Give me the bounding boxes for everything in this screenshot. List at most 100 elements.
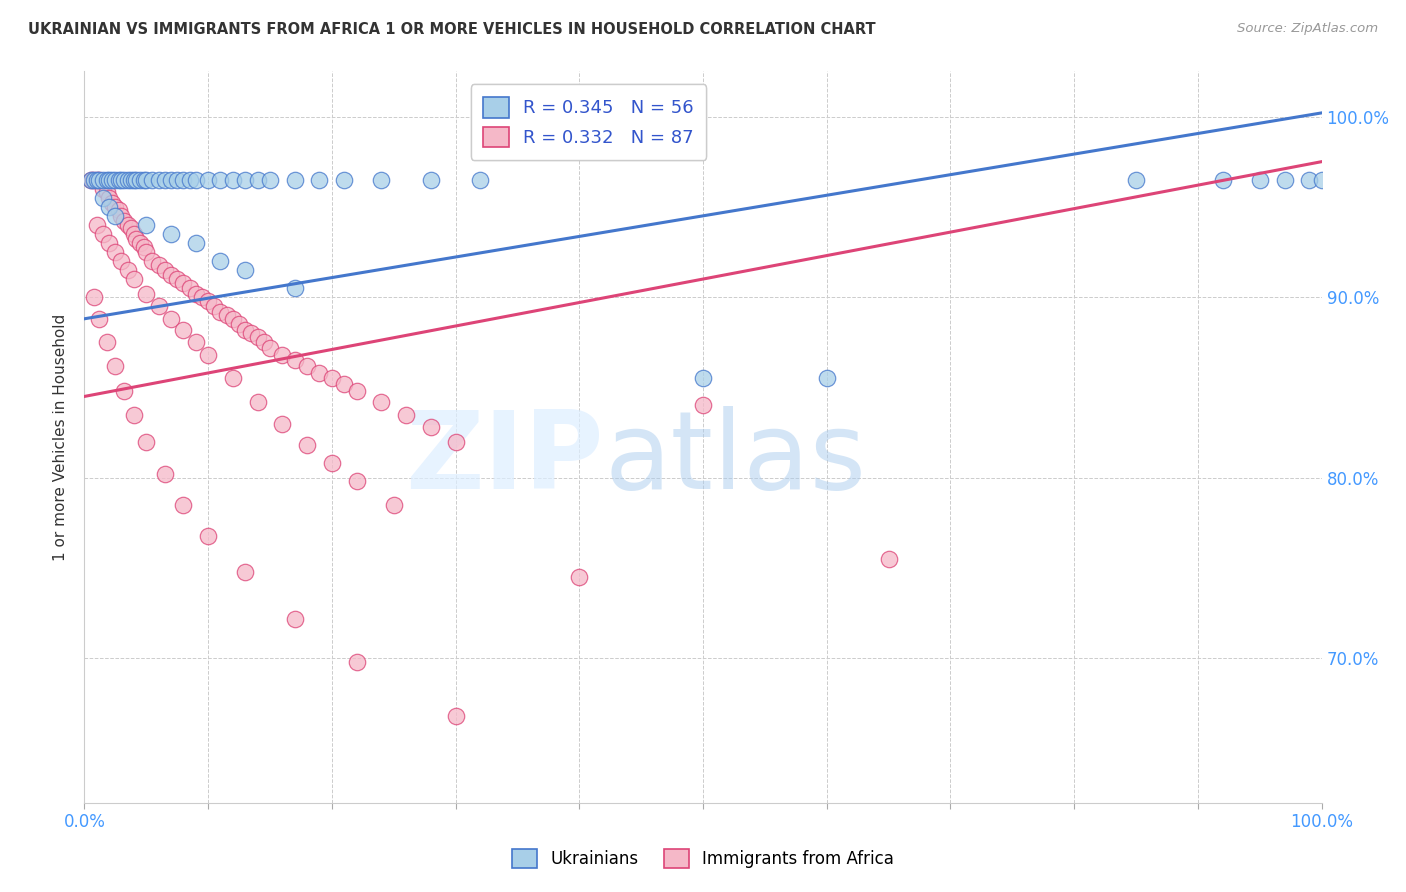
Point xyxy=(89,172,111,186)
Point xyxy=(253,335,276,350)
Point xyxy=(148,299,170,313)
Point xyxy=(382,498,405,512)
Point xyxy=(100,196,122,211)
Point xyxy=(295,359,318,373)
Point xyxy=(129,172,152,186)
Point xyxy=(108,203,131,218)
Point xyxy=(191,290,214,304)
Point xyxy=(370,395,392,409)
Point xyxy=(112,214,135,228)
Point xyxy=(271,348,294,362)
Text: atlas: atlas xyxy=(605,406,866,512)
Point xyxy=(284,281,307,295)
Text: ZIP: ZIP xyxy=(405,406,605,512)
Point xyxy=(108,172,131,186)
Point xyxy=(284,172,307,186)
Point xyxy=(117,218,139,232)
Point xyxy=(692,399,714,413)
Point xyxy=(184,286,207,301)
Point xyxy=(132,172,155,186)
Point xyxy=(98,235,121,250)
Point xyxy=(209,172,232,186)
Point xyxy=(83,172,105,186)
Point xyxy=(346,475,368,489)
Point xyxy=(172,323,194,337)
Point xyxy=(215,308,238,322)
Point xyxy=(233,565,256,579)
Point xyxy=(89,172,111,186)
Point xyxy=(222,311,245,326)
Point xyxy=(209,304,232,318)
Point xyxy=(419,172,441,186)
Point xyxy=(395,408,418,422)
Point xyxy=(308,366,330,380)
Point xyxy=(160,311,183,326)
Point xyxy=(222,371,245,385)
Point xyxy=(284,611,307,625)
Point xyxy=(160,172,183,186)
Point xyxy=(333,172,356,186)
Point xyxy=(96,186,118,200)
Point xyxy=(184,335,207,350)
Point xyxy=(98,200,121,214)
Point xyxy=(246,330,269,344)
Point xyxy=(444,434,467,449)
Point xyxy=(110,209,132,223)
Point xyxy=(153,263,176,277)
Point xyxy=(228,317,250,331)
Point xyxy=(321,456,343,470)
Point xyxy=(112,172,135,186)
Point xyxy=(148,258,170,272)
Point xyxy=(233,263,256,277)
Point xyxy=(135,172,157,186)
Point xyxy=(1298,172,1320,186)
Point xyxy=(153,467,176,482)
Point xyxy=(79,172,101,186)
Point xyxy=(197,528,219,542)
Point xyxy=(117,263,139,277)
Point xyxy=(284,353,307,368)
Point xyxy=(246,172,269,186)
Point xyxy=(184,172,207,186)
Text: UKRAINIAN VS IMMIGRANTS FROM AFRICA 1 OR MORE VEHICLES IN HOUSEHOLD CORRELATION : UKRAINIAN VS IMMIGRANTS FROM AFRICA 1 OR… xyxy=(28,22,876,37)
Point xyxy=(129,235,152,250)
Point xyxy=(96,172,118,186)
Point xyxy=(308,172,330,186)
Legend: Ukrainians, Immigrants from Africa: Ukrainians, Immigrants from Africa xyxy=(506,842,900,875)
Point xyxy=(122,227,145,241)
Point xyxy=(184,235,207,250)
Point xyxy=(98,172,121,186)
Point xyxy=(197,348,219,362)
Point xyxy=(91,227,114,241)
Point xyxy=(877,552,900,566)
Point xyxy=(98,191,121,205)
Point xyxy=(172,276,194,290)
Point xyxy=(91,182,114,196)
Point xyxy=(91,191,114,205)
Point xyxy=(125,232,148,246)
Point xyxy=(110,172,132,186)
Point xyxy=(135,218,157,232)
Point xyxy=(321,371,343,385)
Point xyxy=(153,172,176,186)
Point xyxy=(202,299,225,313)
Point xyxy=(166,172,188,186)
Point xyxy=(104,200,127,214)
Point xyxy=(815,371,838,385)
Point xyxy=(1274,172,1296,186)
Point xyxy=(470,172,492,186)
Point xyxy=(125,172,148,186)
Point xyxy=(1125,172,1147,186)
Point xyxy=(172,172,194,186)
Point xyxy=(346,655,368,669)
Point xyxy=(1212,172,1234,186)
Point xyxy=(104,244,127,259)
Point xyxy=(172,498,194,512)
Point xyxy=(86,218,108,232)
Point xyxy=(141,254,163,268)
Point xyxy=(295,438,318,452)
Point xyxy=(197,293,219,308)
Point xyxy=(89,311,111,326)
Point xyxy=(246,395,269,409)
Point xyxy=(233,172,256,186)
